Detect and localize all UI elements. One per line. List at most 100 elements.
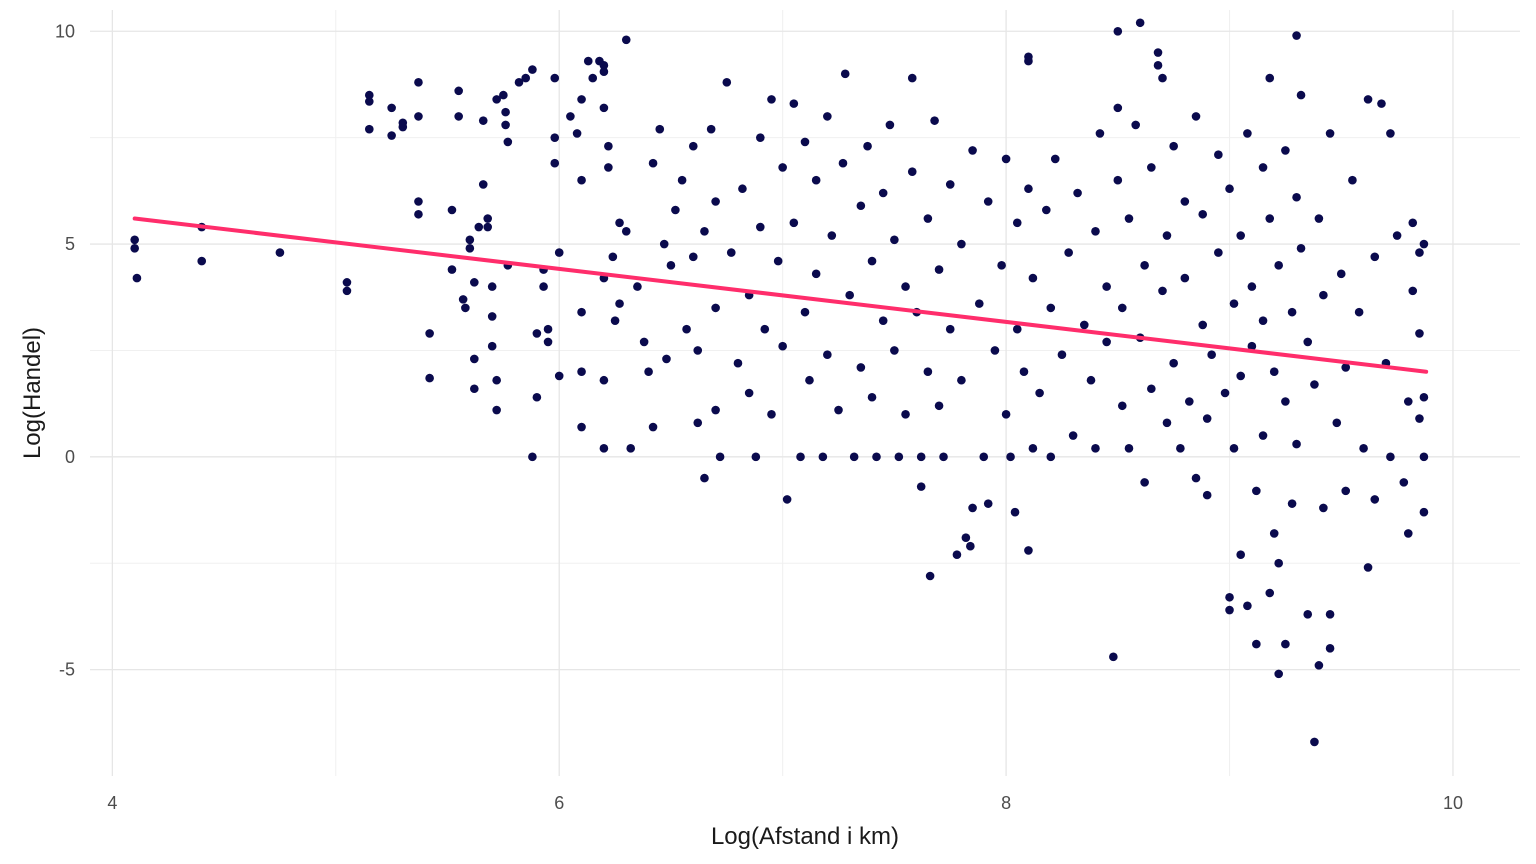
data-point	[1073, 188, 1082, 198]
data-point	[599, 61, 609, 70]
data-point	[1287, 499, 1297, 508]
data-point	[1068, 431, 1078, 440]
data-point	[1281, 397, 1290, 406]
data-point	[890, 346, 899, 355]
x-tick-label: 4	[107, 793, 117, 813]
data-point	[789, 218, 799, 228]
data-point	[577, 307, 586, 317]
data-point	[1225, 605, 1234, 615]
data-point	[1079, 320, 1089, 330]
data-point	[1236, 231, 1246, 240]
data-point	[1046, 452, 1056, 462]
data-point	[1113, 103, 1123, 113]
data-point	[1325, 644, 1335, 653]
data-point	[693, 418, 703, 428]
data-point	[968, 503, 977, 513]
data-point	[487, 312, 497, 321]
data-point	[872, 452, 881, 462]
data-point	[1225, 184, 1234, 194]
data-point	[916, 452, 926, 462]
data-point	[1258, 431, 1268, 440]
data-point	[1341, 486, 1351, 496]
x-tick-label: 10	[1443, 793, 1463, 813]
data-point	[1377, 99, 1386, 108]
data-point	[1158, 73, 1167, 83]
data-point	[796, 452, 805, 462]
data-point	[342, 278, 352, 287]
data-point	[863, 141, 872, 151]
data-point	[1258, 316, 1268, 325]
data-point	[514, 78, 524, 87]
data-point	[907, 73, 917, 83]
data-point	[885, 120, 895, 130]
data-point	[744, 388, 754, 398]
data-point	[425, 373, 434, 383]
data-point	[1281, 146, 1290, 155]
data-point	[588, 73, 598, 83]
data-point	[1176, 444, 1185, 453]
data-point	[465, 235, 475, 245]
data-point	[805, 375, 814, 385]
tick-labels: 4 6 8 10 -5 0 5 10	[55, 21, 1463, 813]
data-point	[1124, 214, 1134, 223]
data-point	[425, 329, 434, 338]
data-point	[1247, 282, 1257, 291]
data-point	[604, 163, 613, 172]
data-point	[925, 571, 935, 581]
data-point	[1354, 307, 1364, 317]
data-point	[957, 375, 966, 385]
data-point	[577, 95, 586, 104]
data-point	[1028, 444, 1038, 453]
data-point	[487, 341, 497, 351]
data-point	[867, 256, 877, 266]
data-point	[608, 252, 618, 262]
data-point	[682, 324, 691, 334]
data-point	[1140, 478, 1149, 487]
data-point	[966, 541, 975, 551]
data-point	[599, 444, 609, 453]
data-point	[470, 278, 479, 287]
data-point	[478, 180, 488, 189]
data-point	[983, 197, 993, 206]
data-point	[528, 452, 537, 462]
data-point	[974, 299, 984, 308]
data-point	[856, 201, 866, 211]
data-point	[1314, 214, 1324, 223]
data-point	[342, 286, 352, 296]
data-point	[364, 97, 374, 106]
data-point	[878, 316, 888, 325]
data-point	[1258, 163, 1268, 172]
data-point	[1281, 639, 1290, 649]
data-point	[1274, 261, 1283, 270]
data-point	[478, 116, 488, 125]
data-point	[773, 256, 783, 266]
data-point	[1117, 303, 1127, 313]
data-point	[501, 107, 510, 117]
data-point	[1117, 401, 1127, 411]
data-point	[1243, 129, 1252, 138]
data-point	[1225, 592, 1234, 602]
data-point	[454, 86, 463, 96]
data-point	[1265, 214, 1275, 223]
data-point	[1207, 350, 1216, 360]
data-point	[1162, 231, 1172, 240]
data-point	[1001, 409, 1011, 419]
data-point	[447, 265, 457, 274]
data-point	[1042, 205, 1051, 215]
data-point	[957, 239, 966, 249]
data-point	[979, 452, 989, 462]
data-point	[639, 337, 649, 347]
data-point	[666, 261, 676, 270]
data-point	[756, 133, 765, 142]
y-tick-label: -5	[59, 660, 75, 680]
data-point	[827, 231, 837, 240]
data-point	[1325, 609, 1335, 619]
data-point	[1028, 273, 1038, 283]
data-point	[398, 118, 408, 128]
data-point	[1191, 473, 1201, 483]
data-point	[577, 422, 586, 432]
data-point	[677, 175, 687, 185]
data-point	[550, 133, 560, 142]
data-point	[599, 103, 609, 113]
